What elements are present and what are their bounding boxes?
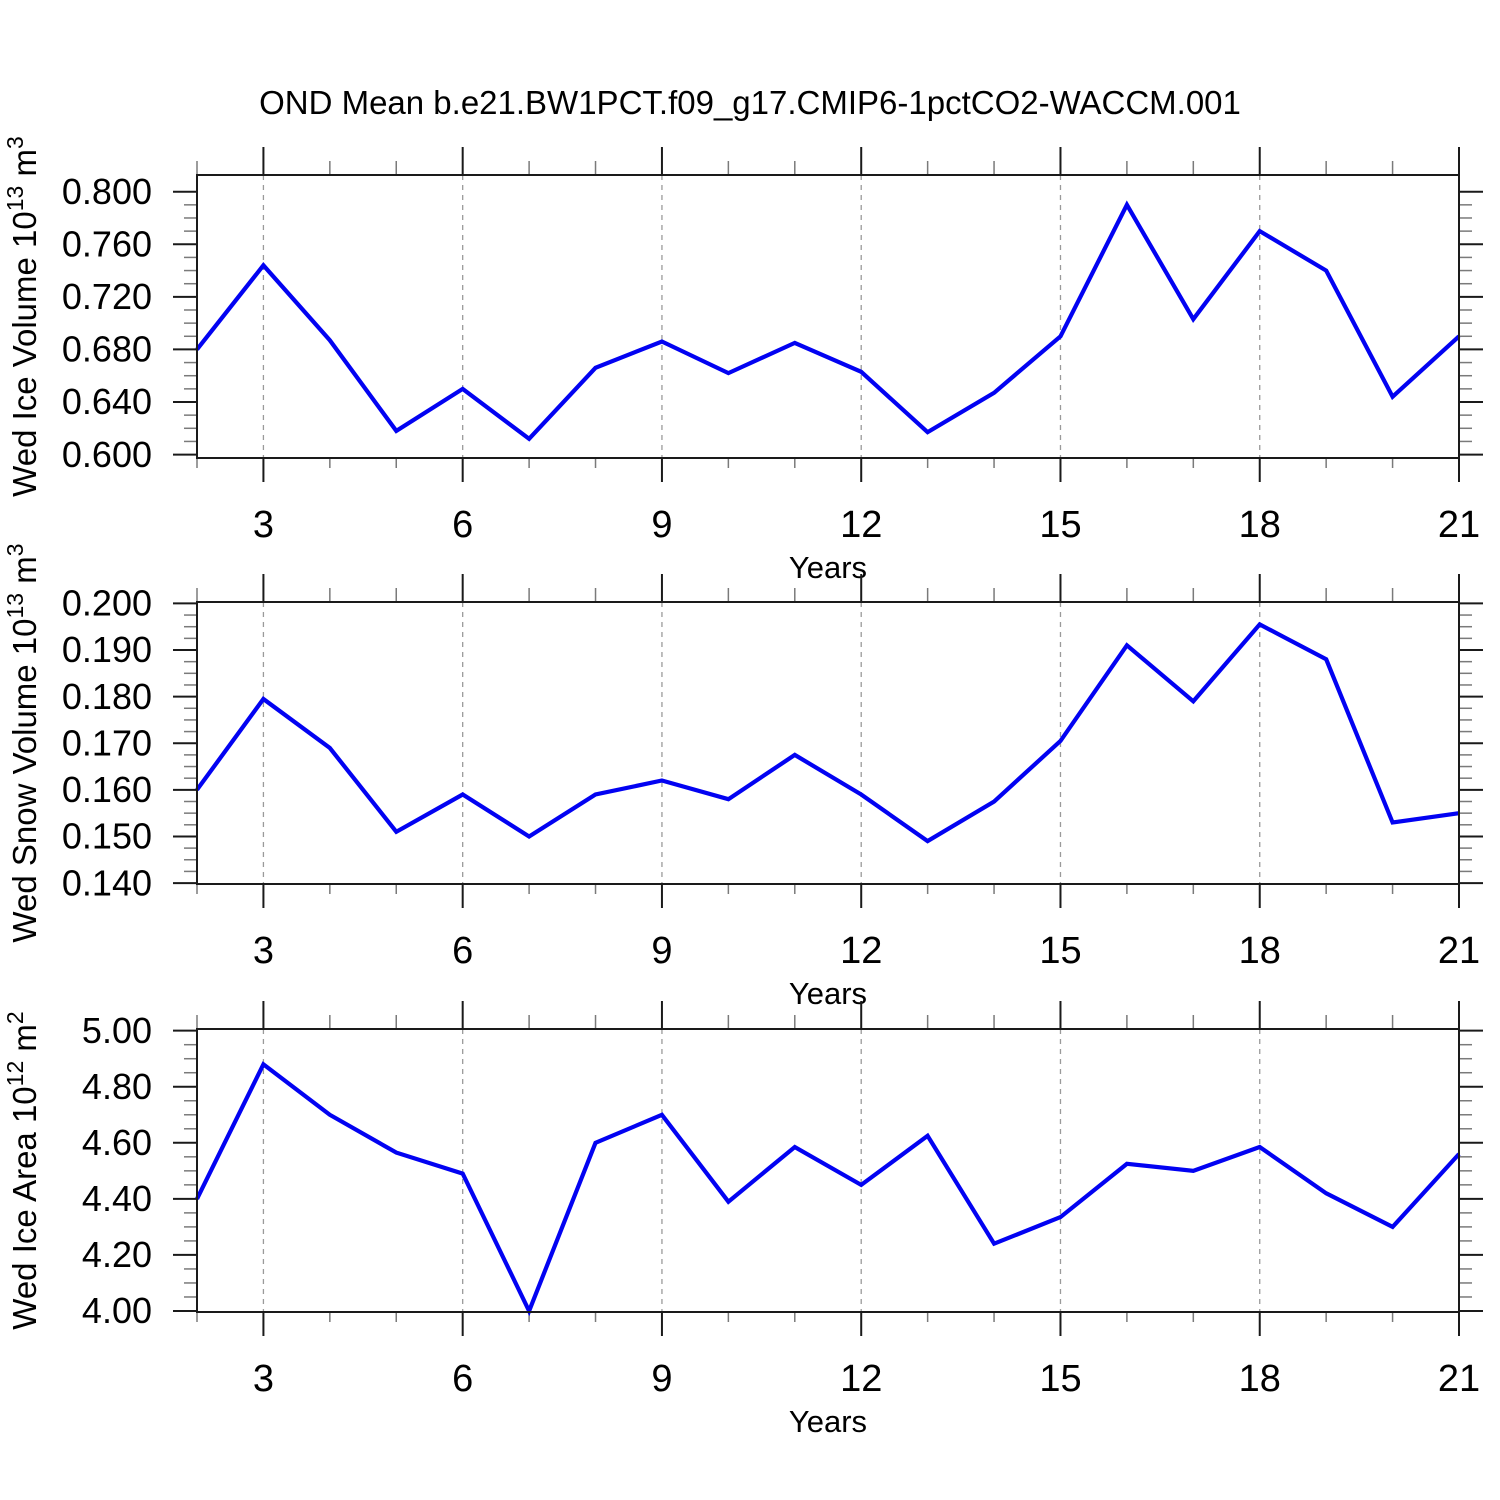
x-tick-label: 12 (840, 930, 882, 972)
x-tick-label: 21 (1438, 1358, 1480, 1400)
y-axis-title-part: m (6, 149, 43, 186)
y-axis-title-part: Wed Ice Volume 10 (6, 211, 43, 497)
x-tick-label: 9 (651, 1358, 672, 1400)
x-tick-label: 15 (1039, 930, 1081, 972)
y-tick-label: 0.680 (62, 329, 152, 370)
y-tick-label: 0.200 (62, 583, 152, 624)
x-tick-label: 3 (253, 1358, 274, 1400)
panel-wed-ice-volume: 0.600 0.640 0.680 0.720 0.760 0.800 3 6 9 12 15 18 2… (2, 136, 1483, 585)
x-tick-label: 15 (1039, 1358, 1081, 1400)
x-tick-label: 18 (1239, 930, 1281, 972)
y-tick-label: 0.600 (62, 434, 152, 475)
x-tick-label: 3 (253, 930, 274, 972)
x-axis-title: Years (789, 1404, 867, 1439)
y-axis-title: Wed Ice Volume 1013 m3 (2, 136, 43, 497)
y-axis-title-part: Wed Snow Volume 10 (6, 618, 43, 942)
series-line (195, 621, 1460, 844)
x-tick-label: 18 (1239, 1358, 1281, 1400)
x-tick-label: 6 (452, 1358, 473, 1400)
y-tick-label: 0.160 (62, 769, 152, 810)
y-tick-label: 0.640 (62, 381, 152, 422)
y-tick-label: 0.720 (62, 276, 152, 317)
panel-wed-snow-volume: 0.140 0.150 0.160 0.170 0.180 0.190 0.200 3 6 9 12… (2, 543, 1483, 1011)
x-tick-label: 21 (1438, 930, 1480, 972)
x-tick-label: 12 (840, 1358, 882, 1400)
panel-box (196, 601, 1460, 885)
x-tick-label: 6 (452, 504, 473, 546)
series-line (195, 1061, 1461, 1317)
x-tick-label: 21 (1438, 504, 1480, 546)
x-tick-label: 9 (651, 504, 672, 546)
y-tick-label: 4.20 (82, 1234, 152, 1275)
y-tick-label: 0.150 (62, 816, 152, 857)
y-tick-label: 0.180 (62, 676, 152, 717)
x-axis-title: Years (789, 976, 867, 1011)
x-axis-title: Years (789, 550, 867, 585)
y-tick-label: 4.80 (82, 1066, 152, 1107)
series-line (195, 200, 1461, 442)
y-axis-title-part: m (6, 1024, 43, 1061)
y-axis-title-sup: 2 (2, 1011, 28, 1024)
figure-title: OND Mean b.e21.BW1PCT.f09_g17.CMIP6-1pct… (259, 84, 1241, 121)
x-tick-label: 15 (1039, 504, 1081, 546)
x-tick-label: 3 (253, 504, 274, 546)
y-tick-label: 0.140 (62, 862, 152, 903)
y-axis-title: Wed Snow Volume 1013 m3 (2, 543, 43, 942)
y-axis-title: Wed Ice Area 1012 m2 (2, 1011, 43, 1329)
x-tick-label: 6 (452, 930, 473, 972)
y-tick-label: 0.800 (62, 171, 152, 212)
panel-box (196, 1028, 1460, 1313)
y-tick-label: 4.60 (82, 1122, 152, 1163)
x-tick-label: 9 (651, 930, 672, 972)
y-axis-title-sup: 13 (2, 186, 28, 212)
x-tick-label: 18 (1239, 504, 1281, 546)
y-axis-title-part: m (6, 556, 43, 593)
y-tick-label: 4.40 (82, 1178, 152, 1219)
y-tick-label: 4.00 (82, 1290, 152, 1331)
y-axis-title-sup: 3 (2, 136, 28, 149)
y-axis-title-sup: 13 (2, 593, 28, 619)
y-tick-label: 0.190 (62, 629, 152, 670)
y-tick-label: 5.00 (82, 1010, 152, 1051)
y-axis-title-sup: 3 (2, 543, 28, 556)
panel-box (196, 174, 1460, 459)
y-axis-title-part: Wed Ice Area 10 (6, 1086, 43, 1329)
y-tick-label: 0.760 (62, 224, 152, 265)
x-tick-label: 12 (840, 504, 882, 546)
y-axis-title-sup: 12 (2, 1061, 28, 1087)
panel-wed-ice-area: 4.00 4.20 4.40 4.60 4.80 5.00 3 6 9 12 15 18 21 Wed I… (2, 1001, 1483, 1439)
y-tick-label: 0.170 (62, 722, 152, 763)
